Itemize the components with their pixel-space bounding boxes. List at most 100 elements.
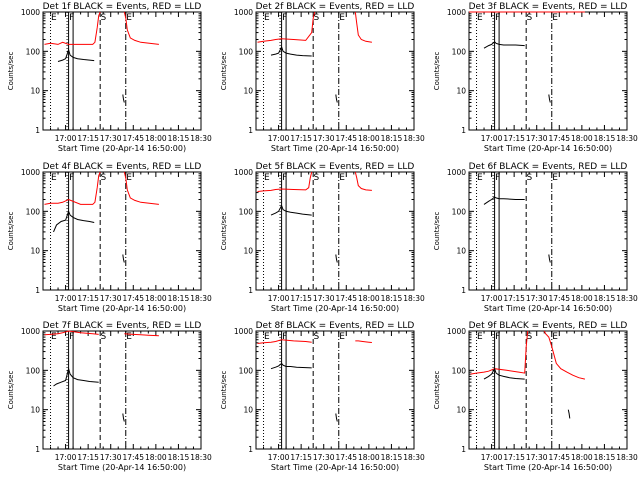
x-tick-label: 17:45 (335, 294, 357, 303)
plot-frame (468, 330, 628, 450)
x-tick-label: 18:15 (168, 134, 190, 143)
y-tick-label: 100 (26, 47, 41, 56)
events-series-line (122, 413, 125, 422)
event-marker: F (282, 173, 287, 183)
event-marker: E (126, 13, 132, 23)
event-marker: F (495, 332, 500, 342)
x-tick-label: 18:30 (616, 294, 638, 303)
x-tick-label: 17:30 (313, 134, 335, 143)
x-axis-label: Start Time (20-Apr-14 16:50:00) (58, 304, 186, 313)
x-tick-label: 18:00 (145, 294, 167, 303)
plot-frame (255, 330, 415, 450)
y-tick-label: 100 (239, 207, 254, 216)
x-tick-label: 17:00 (55, 453, 77, 462)
lld-series-line (123, 11, 159, 45)
y-tick-label: 1 (248, 445, 253, 454)
y-tick-label: 1000 (21, 168, 40, 177)
panel-title: Det 3f BLACK = Events, RED = LLD (469, 2, 628, 12)
events-series-line (335, 94, 338, 103)
chart-panel-5: Det 5f BLACK = Events, RED = LLD 1 10 100 10… (220, 162, 425, 313)
y-tick-label: 1 (35, 445, 40, 454)
event-marker: E (477, 173, 483, 183)
y-tick-label: 1 (461, 286, 466, 295)
x-tick-label: 17:00 (55, 134, 77, 143)
plot-frame (468, 171, 628, 291)
x-tick-label: 18:30 (190, 453, 212, 462)
x-axis-label: Start Time (20-Apr-14 16:50:00) (484, 304, 612, 313)
lld-series-line (44, 330, 99, 336)
y-tick-label: 10 (456, 87, 466, 96)
x-tick-label: 18:30 (190, 294, 212, 303)
lld-series-line (44, 11, 101, 45)
lld-series-line (470, 330, 529, 375)
y-tick-label: 10 (243, 406, 253, 415)
panel-title: Det 5f BLACK = Events, RED = LLD (256, 162, 415, 172)
y-tick-label: 10 (30, 87, 40, 96)
x-axis-label: Start Time (20-Apr-14 16:50:00) (271, 463, 399, 472)
y-tick-label: 10 (456, 406, 466, 415)
y-tick-label: 10 (456, 247, 466, 256)
x-tick-label: 18:15 (594, 294, 616, 303)
x-tick-label: 18:15 (168, 294, 190, 303)
x-tick-label: 18:00 (358, 134, 380, 143)
event-marker: F (282, 332, 287, 342)
x-tick-label: 17:15 (77, 134, 99, 143)
event-marker: S (313, 332, 319, 342)
event-marker: E (126, 332, 132, 342)
events-series-line (53, 366, 99, 387)
events-series-line (122, 254, 125, 263)
x-tick-label: 17:15 (503, 453, 525, 462)
x-tick-label: 17:00 (55, 294, 77, 303)
events-series-line (548, 254, 551, 263)
y-tick-label: 1000 (234, 327, 253, 336)
x-tick-label: 17:15 (77, 453, 99, 462)
chart-panel-7: Det 7f BLACK = Events, RED = LLD 1 10 100 10… (7, 321, 212, 472)
x-tick-label: 17:30 (526, 134, 548, 143)
plot-frame (42, 330, 202, 450)
y-tick-label: 1000 (21, 327, 40, 336)
y-axis-label: Counts/sec (220, 371, 228, 410)
x-tick-label: 18:15 (594, 453, 616, 462)
chart-panel-4: Det 4f BLACK = Events, RED = LLD 1 10 100 10… (7, 162, 212, 313)
x-axis-label: Start Time (20-Apr-14 16:50:00) (484, 463, 612, 472)
chart-panel-3: Det 3f BLACK = Events, RED = LLD 1 10 100 10… (433, 2, 638, 153)
event-marker: S (313, 173, 319, 183)
event-marker: E (51, 13, 57, 23)
event-marker: E (339, 173, 345, 183)
events-series-line (270, 362, 312, 370)
x-tick-label: 18:00 (358, 453, 380, 462)
events-series-line (567, 409, 571, 419)
event-marker: F (495, 173, 500, 183)
chart-panel-8: Det 8f BLACK = Events, RED = LLD 1 10 100 10… (220, 321, 425, 472)
plot-frame (255, 11, 415, 131)
x-tick-label: 17:45 (548, 294, 570, 303)
event-marker: E (339, 13, 345, 23)
x-tick-label: 17:30 (100, 134, 122, 143)
x-tick-label: 18:00 (571, 134, 593, 143)
x-tick-label: 17:30 (313, 294, 335, 303)
x-tick-label: 18:00 (145, 134, 167, 143)
lld-series-line (354, 11, 372, 43)
y-tick-label: 1 (461, 126, 466, 135)
x-tick-label: 17:00 (481, 294, 503, 303)
x-axis-label: Start Time (20-Apr-14 16:50:00) (271, 304, 399, 313)
events-series-line (335, 254, 338, 263)
x-tick-label: 17:00 (268, 294, 290, 303)
chart-panel-2: Det 2f BLACK = Events, RED = LLD 1 10 100 10… (220, 2, 425, 153)
x-axis-label: Start Time (20-Apr-14 16:50:00) (484, 144, 612, 153)
event-marker: S (526, 13, 532, 23)
y-axis-label: Counts/sec (220, 52, 228, 91)
y-tick-label: 1000 (234, 168, 253, 177)
lld-series-line (355, 340, 372, 343)
y-tick-label: 1 (248, 286, 253, 295)
y-tick-label: 100 (26, 366, 41, 375)
x-tick-label: 18:15 (381, 134, 403, 143)
x-tick-label: 17:30 (526, 294, 548, 303)
event-marker: E (264, 332, 270, 342)
events-series-line (483, 367, 525, 380)
panel-title: Det 1f BLACK = Events, RED = LLD (43, 2, 202, 12)
event-marker: S (100, 13, 106, 23)
x-tick-label: 18:15 (381, 453, 403, 462)
x-tick-label: 18:15 (594, 134, 616, 143)
chart-panel-6: Det 6f BLACK = Events, RED = LLD 1 10 100 10… (433, 162, 638, 313)
